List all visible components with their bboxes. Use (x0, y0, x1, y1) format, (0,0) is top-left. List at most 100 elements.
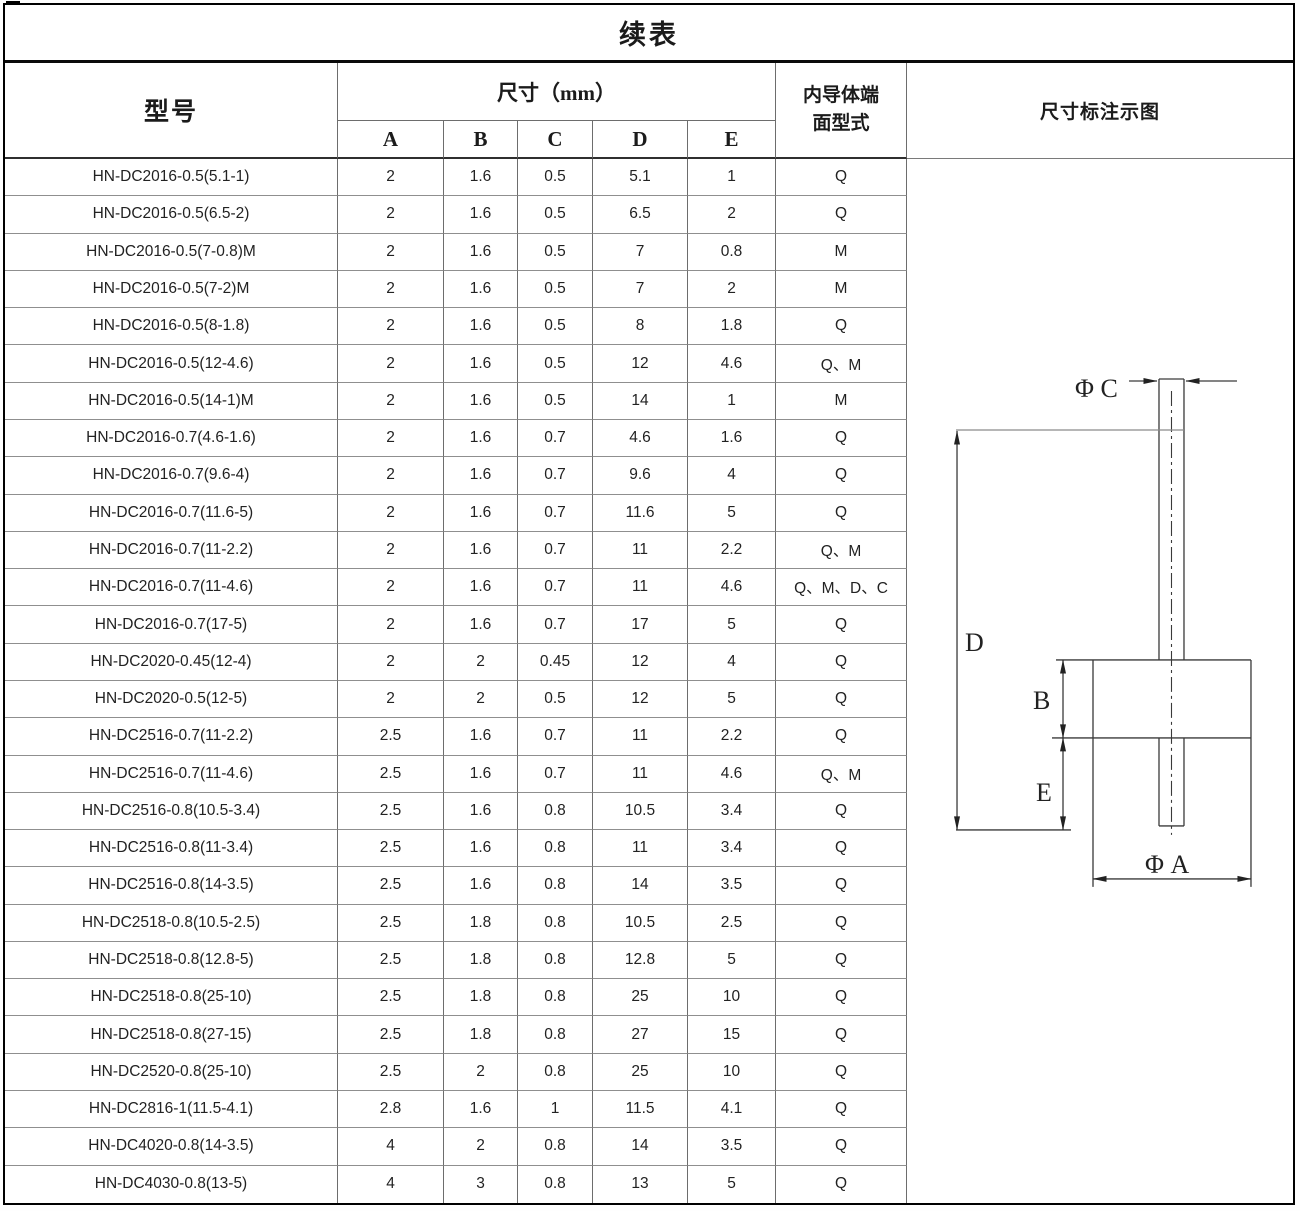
dim-c-cell: 0.45 (518, 643, 593, 681)
model-cell: HN-DC2516-0.8(11-3.4) (5, 830, 338, 868)
model-cell: HN-DC2016-0.7(11.6-5) (5, 494, 338, 532)
dim-c-cell: 0.5 (518, 345, 593, 383)
dim-e-cell: 1.8 (688, 308, 776, 346)
conductor-type-cell: Q、M (776, 531, 907, 570)
dim-d-cell: 7 (593, 270, 688, 309)
dim-a-cell: 2.5 (338, 755, 444, 793)
model-cell: HN-DC2516-0.7(11-4.6) (5, 755, 338, 793)
model-cell: HN-DC2816-1(11.5-4.1) (5, 1091, 338, 1129)
dim-b-cell: 1.6 (444, 233, 518, 271)
dim-a-cell: 2 (338, 531, 444, 570)
dim-label-e: E (1036, 778, 1052, 807)
conductor-type-cell: Q (776, 830, 907, 868)
dim-b-cell: 1.8 (444, 941, 518, 980)
dim-b-cell: 1.6 (444, 755, 518, 793)
dim-d-cell: 11 (593, 531, 688, 570)
dim-label-b: B (1033, 686, 1050, 715)
col-header-conductor-type-label: 内导体端面型式 (802, 85, 879, 134)
dim-e-cell: 1 (688, 382, 776, 420)
dim-a-cell: 2 (338, 569, 444, 607)
dim-c-cell: 0.8 (518, 792, 593, 831)
dim-e-cell: 5 (688, 680, 776, 719)
dim-a-cell: 2.8 (338, 1091, 444, 1129)
dim-d-cell: 13 (593, 1165, 688, 1203)
model-cell: HN-DC2516-0.8(14-3.5) (5, 867, 338, 905)
conductor-type-cell: Q (776, 718, 907, 756)
dim-a-cell: 2 (338, 233, 444, 271)
dim-d-cell: 5.1 (593, 159, 688, 197)
dim-c-cell: 0.8 (518, 941, 593, 980)
dim-d-cell: 11 (593, 830, 688, 868)
table-title: 续表 (5, 5, 1293, 63)
dim-b-cell: 1.6 (444, 867, 518, 905)
model-cell: HN-DC2016-0.7(11-2.2) (5, 531, 338, 570)
dim-a-cell: 2.5 (338, 904, 444, 942)
conductor-type-cell: Q (776, 979, 907, 1017)
model-cell: HN-DC2518-0.8(27-15) (5, 1016, 338, 1054)
dim-a-cell: 2 (338, 345, 444, 383)
dim-e-cell: 5 (688, 494, 776, 532)
dimension-diagram: Φ C D B E Φ A (954, 374, 1252, 887)
dim-e-cell: 2 (688, 196, 776, 234)
dim-c-cell: 0.5 (518, 382, 593, 420)
dim-b-cell: 1.6 (444, 718, 518, 756)
dim-a-cell: 2.5 (338, 830, 444, 868)
dim-c-cell: 0.8 (518, 1016, 593, 1054)
dim-a-cell: 4 (338, 1165, 444, 1203)
dim-e-cell: 4.6 (688, 755, 776, 793)
dim-e-cell: 15 (688, 1016, 776, 1054)
dim-b-cell: 1.6 (444, 830, 518, 868)
dim-b-cell: 1.6 (444, 531, 518, 570)
dim-b-cell: 3 (444, 1165, 518, 1203)
dim-d-cell: 11.5 (593, 1091, 688, 1129)
dim-d-cell: 7 (593, 233, 688, 271)
dim-a-cell: 2 (338, 159, 444, 197)
model-cell: HN-DC4020-0.8(14-3.5) (5, 1128, 338, 1166)
model-cell: HN-DC2016-0.7(17-5) (5, 606, 338, 644)
dim-c-cell: 0.5 (518, 680, 593, 719)
dim-c-cell: 0.8 (518, 979, 593, 1017)
conductor-type-cell: M (776, 233, 907, 271)
dim-c-cell: 0.7 (518, 494, 593, 532)
dim-b-cell: 2 (444, 643, 518, 681)
model-cell: HN-DC4030-0.8(13-5) (5, 1165, 338, 1203)
conductor-type-cell: Q (776, 792, 907, 831)
model-cell: HN-DC2520-0.8(25-10) (5, 1053, 338, 1092)
dim-d-cell: 9.6 (593, 457, 688, 495)
col-header-conductor-type: 内导体端面型式 (776, 63, 907, 159)
dim-b-cell: 1.6 (444, 494, 518, 532)
dim-e-cell: 5 (688, 941, 776, 980)
dimension-diagram-cell: Φ C D B E Φ A (907, 159, 1293, 1203)
dim-c-cell: 0.5 (518, 270, 593, 309)
dim-b-cell: 1.6 (444, 792, 518, 831)
dim-a-cell: 2 (338, 196, 444, 234)
dim-d-cell: 11 (593, 718, 688, 756)
dim-e-cell: 0.8 (688, 233, 776, 271)
conductor-type-cell: Q、M (776, 345, 907, 383)
model-cell: HN-DC2016-0.7(9.6-4) (5, 457, 338, 495)
conductor-type-cell: Q (776, 308, 907, 346)
dim-b-cell: 1.6 (444, 308, 518, 346)
dim-a-cell: 2.5 (338, 718, 444, 756)
dim-d-cell: 14 (593, 867, 688, 905)
dim-c-cell: 0.7 (518, 569, 593, 607)
dim-e-cell: 4.6 (688, 345, 776, 383)
dim-d-cell: 12 (593, 680, 688, 719)
dim-b-cell: 1.6 (444, 419, 518, 458)
dim-c-cell: 0.7 (518, 718, 593, 756)
dim-b-cell: 1.6 (444, 196, 518, 234)
dim-d-cell: 12 (593, 345, 688, 383)
dim-e-cell: 1.6 (688, 419, 776, 458)
model-cell: HN-DC2016-0.7(4.6-1.6) (5, 419, 338, 458)
dim-a-cell: 2 (338, 419, 444, 458)
col-header-c: C (518, 121, 593, 159)
conductor-type-cell: Q (776, 1165, 907, 1203)
dim-d-cell: 11 (593, 569, 688, 607)
dim-e-cell: 5 (688, 1165, 776, 1203)
dim-d-cell: 12.8 (593, 941, 688, 980)
dim-d-cell: 17 (593, 606, 688, 644)
dim-c-cell: 0.8 (518, 1128, 593, 1166)
model-cell: HN-DC2016-0.5(7-2)M (5, 270, 338, 309)
dim-e-cell: 4.6 (688, 569, 776, 607)
